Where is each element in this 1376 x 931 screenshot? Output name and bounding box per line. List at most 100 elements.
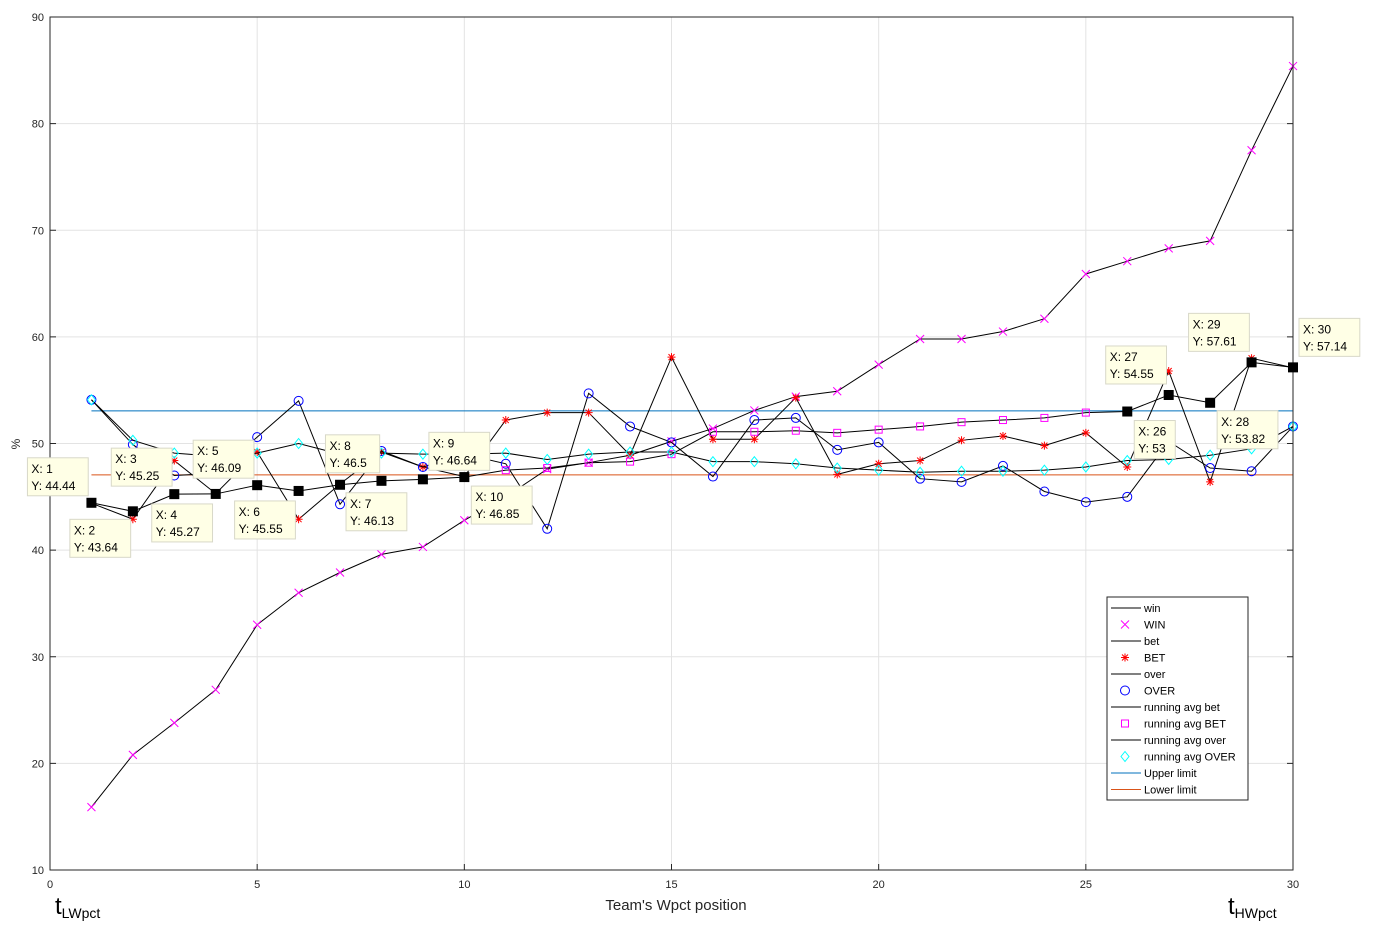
data-point: [749, 415, 760, 426]
data-point: [750, 406, 759, 415]
data-point: [1205, 236, 1215, 246]
y-tick-label: 70: [32, 225, 44, 237]
datatip-marker: [293, 485, 304, 496]
datatip: X: 27 Y: 54.55: [1105, 345, 1167, 385]
datatip: X: 7 Y: 46.13: [345, 492, 408, 532]
data-point: [128, 434, 138, 447]
legend-item: running avg bet: [1111, 702, 1220, 714]
datatip-y: Y: 53: [1138, 442, 1166, 456]
data-point: [957, 418, 966, 427]
legend[interactable]: win WIN bet BET over OVER running avg bet runni…: [1106, 596, 1249, 801]
datatip-y: Y: 54.55: [1110, 367, 1154, 381]
legend-item: bet: [1111, 636, 1159, 648]
x-tick-label: 20: [873, 879, 885, 891]
data-point: [874, 464, 884, 476]
datatip-y: Y: 53.82: [1221, 432, 1265, 446]
data-point: [335, 568, 345, 577]
datatip-y: Y: 44.44: [31, 479, 75, 493]
legend-item: running avg BET: [1121, 719, 1226, 731]
data-point: [998, 432, 1007, 441]
data-point: [708, 435, 717, 444]
datatip-box: [234, 500, 296, 540]
series-line-win: [91, 65, 1294, 808]
legend-label: running avg OVER: [1144, 752, 1236, 764]
data-point: [500, 458, 511, 469]
legend-label: Upper limit: [1144, 768, 1197, 780]
data-point: [418, 448, 428, 460]
datatip: X: 9 Y: 46.64: [428, 431, 491, 471]
data-point: [957, 334, 966, 344]
data-point: [459, 515, 469, 525]
data-point: [1081, 428, 1090, 437]
data-point: [253, 448, 262, 457]
datatip-marker: [86, 497, 97, 508]
x-tick-label: 0: [47, 879, 53, 891]
datatip: X: 26 Y: 53: [1133, 420, 1176, 460]
datatip-marker: [252, 480, 263, 491]
data-point: [833, 428, 842, 437]
data-point: [1164, 244, 1174, 253]
data-point: [1039, 486, 1050, 497]
data-point: [956, 465, 967, 478]
legend-label: running avg BET: [1144, 719, 1226, 731]
data-point: [542, 523, 553, 534]
data-point: [625, 421, 636, 432]
datatip-x: X: 26: [1138, 425, 1166, 439]
y-tick-label: 90: [32, 12, 44, 24]
data-point: [293, 395, 304, 406]
data-point: [252, 447, 262, 459]
data-point: [997, 460, 1008, 471]
corner-label-left: tLWpct: [55, 893, 100, 921]
legend-label: WIN: [1144, 620, 1165, 632]
datatip-marker: [1163, 389, 1174, 400]
datatip-box: [428, 431, 491, 471]
data-point: [956, 476, 967, 487]
x-tick-label: 5: [254, 879, 260, 891]
data-point: [626, 457, 635, 466]
datatip-box: [1105, 345, 1167, 385]
datatip-marker: [169, 489, 180, 500]
datatip: X: 1 Y: 44.44: [26, 457, 89, 497]
datatip-y: Y: 46.64: [433, 453, 477, 467]
legend-label: running avg over: [1144, 735, 1226, 747]
data-point: [1206, 477, 1215, 486]
data-point: [874, 360, 884, 369]
datatip: X: 4 Y: 45.27: [151, 503, 214, 543]
y-tick-label: 80: [32, 119, 44, 131]
data-point: [128, 515, 137, 524]
legend-marker-swatch: [1121, 719, 1129, 728]
datatip-marker: [1122, 406, 1133, 417]
data-point: [790, 412, 801, 423]
datatips: X: 1 Y: 44.44 X: 2 Y: 43.64 X: 3 Y: 45.25 X: 4…: [26, 312, 1361, 558]
legend-marker-swatch: [1120, 685, 1130, 696]
y-tick-label: 30: [32, 652, 44, 664]
data-point: [750, 427, 759, 436]
datatip-marker: [1288, 362, 1298, 373]
x-tick-label: 25: [1080, 879, 1092, 891]
data-point: [128, 750, 138, 760]
data-point: [501, 416, 510, 425]
data-point: [86, 393, 97, 406]
datatip-box: [1133, 420, 1176, 460]
legend-item: win: [1111, 603, 1161, 615]
data-point: [377, 448, 386, 457]
series-line-running-avg-over: [91, 399, 1294, 473]
x-tick-label: 10: [458, 879, 470, 891]
data-point: [667, 353, 676, 362]
data-point: [1122, 454, 1132, 467]
legend-item: OVER: [1120, 685, 1175, 698]
data-point: [584, 408, 593, 417]
datatip-x: X: 28: [1221, 415, 1249, 429]
data-point: [583, 388, 594, 399]
data-point: [957, 436, 966, 445]
data-point: [666, 446, 677, 458]
legend-item: Lower limit: [1111, 785, 1197, 797]
data-point: [211, 685, 221, 695]
datatip-x: X: 2: [74, 523, 96, 537]
legend-label: bet: [1144, 636, 1159, 648]
data-point: [708, 455, 718, 468]
y-tick-label: 10: [32, 865, 44, 877]
legend-item: over: [1111, 669, 1166, 681]
datatip: X: 6 Y: 45.55: [234, 500, 296, 540]
datatip-x: X: 29: [1193, 317, 1221, 331]
